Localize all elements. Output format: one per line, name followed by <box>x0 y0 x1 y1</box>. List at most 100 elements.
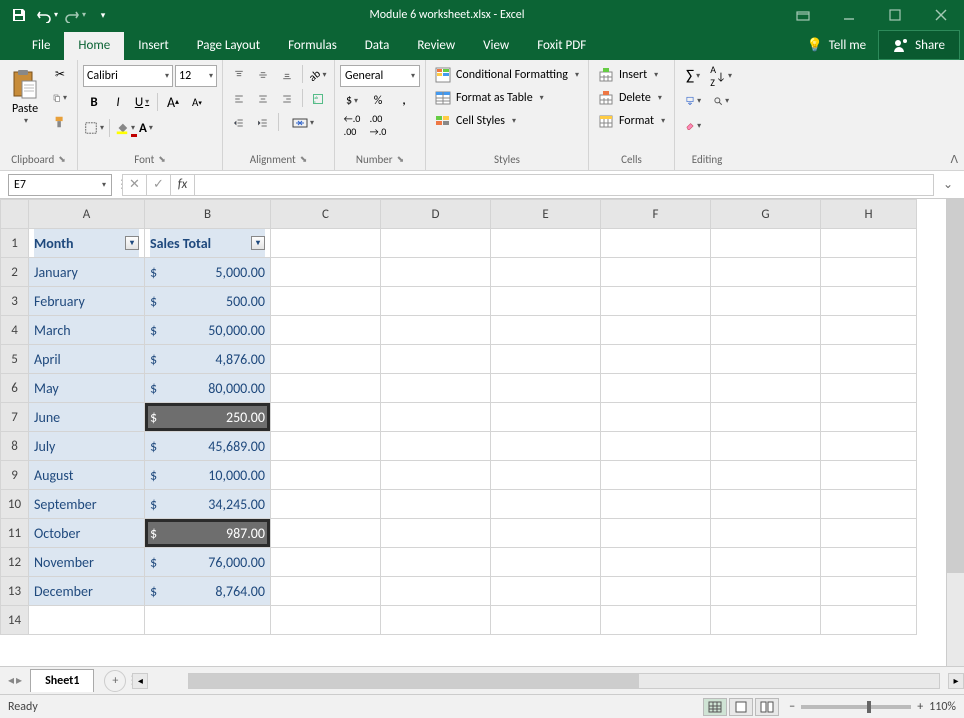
cell[interactable] <box>601 229 711 258</box>
cut-button[interactable]: ✂ <box>48 63 72 85</box>
enter-formula-button[interactable]: ✓ <box>146 175 170 195</box>
align-middle-button[interactable] <box>252 65 274 85</box>
cell[interactable] <box>821 606 917 635</box>
col-header-H[interactable]: H <box>821 200 917 229</box>
number-format-combo[interactable]: General▾ <box>340 65 420 87</box>
row-header[interactable]: 7 <box>1 403 29 432</box>
cell[interactable] <box>491 403 601 432</box>
zoom-in-button[interactable]: + <box>917 700 923 714</box>
conditional-formatting-button[interactable]: Conditional Formatting▾ <box>431 65 583 85</box>
cell[interactable] <box>711 374 821 403</box>
cell[interactable] <box>491 258 601 287</box>
page-break-view-button[interactable] <box>755 698 779 716</box>
wrap-text-button[interactable]: abc <box>307 89 329 109</box>
cell[interactable] <box>381 519 491 548</box>
cell[interactable]: $5,000.00 <box>145 258 271 287</box>
cell[interactable] <box>271 577 381 606</box>
row-header[interactable]: 9 <box>1 461 29 490</box>
zoom-level[interactable]: 110% <box>929 700 956 714</box>
tell-me-search[interactable]: 💡 Tell me <box>795 38 879 60</box>
align-top-button[interactable] <box>228 65 250 85</box>
cell[interactable] <box>601 403 711 432</box>
filter-dropdown-icon[interactable]: ▾ <box>125 236 139 250</box>
cell[interactable] <box>271 461 381 490</box>
row-header[interactable]: 14 <box>1 606 29 635</box>
col-header-E[interactable]: E <box>491 200 601 229</box>
tab-data[interactable]: Data <box>351 32 404 60</box>
cell[interactable] <box>381 548 491 577</box>
copy-button[interactable]: ▾ <box>48 87 72 109</box>
find-select-button[interactable]: ▾ <box>708 90 734 112</box>
tab-page-layout[interactable]: Page Layout <box>183 32 274 60</box>
cell[interactable] <box>271 374 381 403</box>
cell[interactable] <box>491 432 601 461</box>
qat-customize-button[interactable]: ▾ <box>92 4 114 26</box>
insert-function-button[interactable]: fx <box>170 175 194 195</box>
align-bottom-button[interactable] <box>276 65 298 85</box>
bold-button[interactable]: B <box>83 91 105 113</box>
font-size-combo[interactable]: 12▾ <box>175 65 217 87</box>
tab-formulas[interactable]: Formulas <box>274 32 351 60</box>
ribbon-options-button[interactable] <box>780 0 826 30</box>
borders-button[interactable]: ▾ <box>83 117 105 139</box>
cell[interactable] <box>381 461 491 490</box>
cell[interactable] <box>821 577 917 606</box>
cell[interactable] <box>381 403 491 432</box>
cell[interactable] <box>821 287 917 316</box>
minimize-button[interactable] <box>826 0 872 30</box>
tab-view[interactable]: View <box>469 32 523 60</box>
font-name-combo[interactable]: Calibri▾ <box>83 65 173 87</box>
cell[interactable] <box>381 229 491 258</box>
row-header[interactable]: 8 <box>1 432 29 461</box>
redo-button[interactable]: ▾ <box>64 4 86 26</box>
cell[interactable] <box>491 606 601 635</box>
row-header[interactable]: 1 <box>1 229 29 258</box>
tab-foxit-pdf[interactable]: Foxit PDF <box>523 32 600 60</box>
cell[interactable] <box>491 548 601 577</box>
sort-filter-button[interactable]: AZ↓▾ <box>708 65 734 87</box>
cell[interactable] <box>711 519 821 548</box>
cell[interactable] <box>491 577 601 606</box>
cell[interactable] <box>821 490 917 519</box>
cell[interactable] <box>271 403 381 432</box>
fill-button[interactable]: ▾ <box>680 90 706 112</box>
cell[interactable] <box>271 548 381 577</box>
cell[interactable]: December <box>29 577 145 606</box>
cell[interactable]: $50,000.00 <box>145 316 271 345</box>
close-button[interactable] <box>918 0 964 30</box>
cell[interactable] <box>491 461 601 490</box>
cell[interactable] <box>601 345 711 374</box>
cell[interactable]: $8,764.00 <box>145 577 271 606</box>
cell[interactable]: July <box>29 432 145 461</box>
cell[interactable]: March <box>29 316 145 345</box>
decrease-decimal-button[interactable]: .00→.0 <box>366 115 390 135</box>
cell[interactable]: June <box>29 403 145 432</box>
cell[interactable] <box>601 461 711 490</box>
cell[interactable]: $987.00 <box>145 519 271 548</box>
cell[interactable]: May <box>29 374 145 403</box>
cell[interactable]: February <box>29 287 145 316</box>
cell[interactable]: $45,689.00 <box>145 432 271 461</box>
sheet-tab-sheet1[interactable]: Sheet1 <box>30 669 94 692</box>
col-header-C[interactable]: C <box>271 200 381 229</box>
cell[interactable] <box>601 258 711 287</box>
cell[interactable] <box>601 519 711 548</box>
number-dialog-launcher[interactable]: ⬊ <box>397 154 405 165</box>
cell[interactable]: January <box>29 258 145 287</box>
cell[interactable] <box>711 577 821 606</box>
maximize-button[interactable] <box>872 0 918 30</box>
cell[interactable]: September <box>29 490 145 519</box>
cell[interactable] <box>821 461 917 490</box>
cell[interactable] <box>491 490 601 519</box>
row-header[interactable]: 11 <box>1 519 29 548</box>
cell[interactable]: $76,000.00 <box>145 548 271 577</box>
clipboard-dialog-launcher[interactable]: ⬊ <box>58 154 66 165</box>
cell[interactable] <box>711 606 821 635</box>
horizontal-scrollbar[interactable] <box>188 673 940 689</box>
cell[interactable]: $80,000.00 <box>145 374 271 403</box>
tab-review[interactable]: Review <box>403 32 469 60</box>
row-header[interactable]: 4 <box>1 316 29 345</box>
clear-button[interactable]: ▾ <box>680 115 706 137</box>
cell[interactable] <box>271 432 381 461</box>
orientation-button[interactable]: ab▾ <box>307 65 329 85</box>
